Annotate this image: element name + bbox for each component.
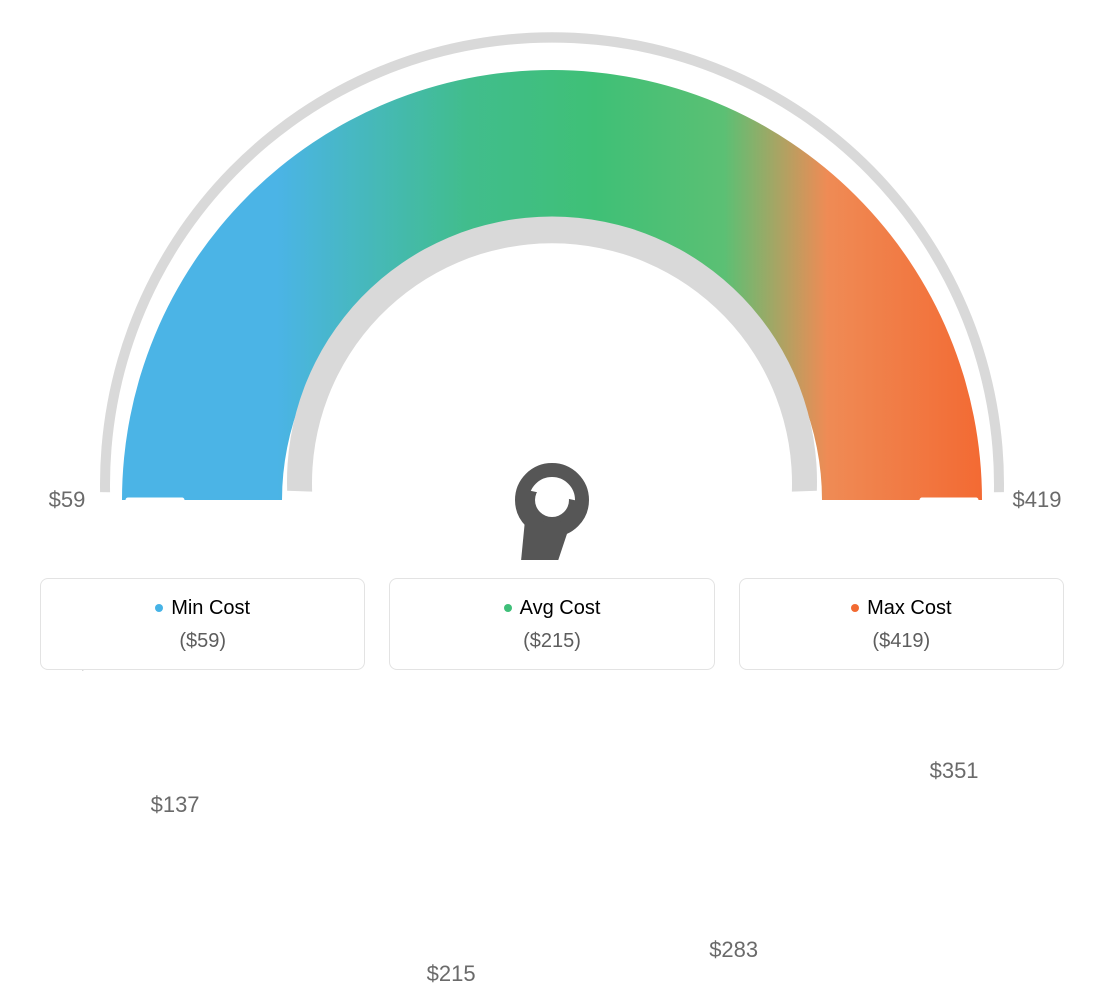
legend-title-avg: Avg Cost xyxy=(402,597,701,620)
cost-gauge-widget: $59$98$137$215$283$351$419 Min Cost ($59… xyxy=(0,0,1104,690)
legend-row: Min Cost ($59) Avg Cost ($215) Max Cost … xyxy=(40,578,1064,670)
gauge-tick-label: $283 xyxy=(709,937,758,963)
gauge-chart: $59$98$137$215$283$351$419 xyxy=(0,0,1104,560)
legend-card-max: Max Cost ($419) xyxy=(739,578,1064,670)
legend-title-max: Max Cost xyxy=(752,597,1051,620)
legend-label: Min Cost xyxy=(171,597,250,619)
gauge-tick-label: $137 xyxy=(151,792,200,818)
legend-value-avg: ($215) xyxy=(402,630,701,653)
gauge-tick-label: $419 xyxy=(1013,487,1062,513)
gauge-tick-label: $215 xyxy=(427,961,476,987)
legend-card-min: Min Cost ($59) xyxy=(40,578,365,670)
gauge-tick-label: $59 xyxy=(49,487,86,513)
bullet-icon xyxy=(155,604,163,612)
legend-value-min: ($59) xyxy=(53,630,352,653)
gauge-tick-label: $351 xyxy=(930,758,979,784)
legend-value-max: ($419) xyxy=(752,630,1051,653)
legend-title-min: Min Cost xyxy=(53,597,352,620)
bullet-icon xyxy=(504,604,512,612)
legend-label: Max Cost xyxy=(867,597,951,619)
legend-label: Avg Cost xyxy=(520,597,601,619)
legend-card-avg: Avg Cost ($215) xyxy=(389,578,714,670)
bullet-icon xyxy=(851,604,859,612)
